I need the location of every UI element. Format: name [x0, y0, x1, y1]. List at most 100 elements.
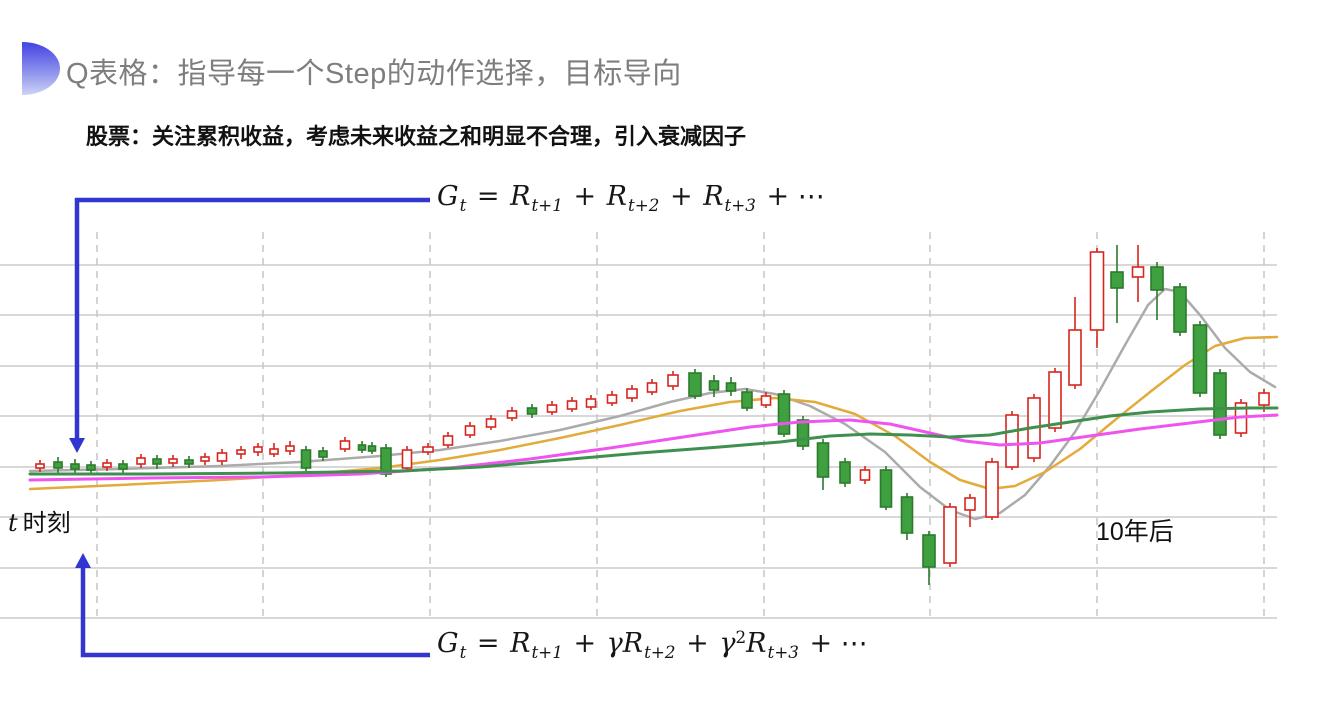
candle-down	[118, 463, 128, 470]
candle-up	[1089, 251, 1105, 331]
candle-up	[339, 440, 351, 450]
candle-up	[401, 449, 413, 469]
formula-segment: t+1	[531, 194, 563, 215]
formula-segment: t+2	[628, 194, 660, 215]
candle-down	[1150, 266, 1164, 291]
formula-segment: + ⋯	[800, 628, 868, 660]
candle-up	[200, 456, 210, 462]
label-time-t-variable: t	[8, 509, 18, 537]
ma-line-darkgreen	[28, 406, 1279, 476]
ma-lines-over	[28, 406, 1279, 482]
formula-segment: R	[510, 628, 531, 660]
label-time-t-text: 时刻	[22, 510, 71, 537]
candle-up	[442, 435, 454, 446]
formula-segment: R	[606, 181, 627, 212]
candle-down	[1192, 324, 1208, 394]
candle-down	[152, 458, 162, 465]
candle-down	[70, 463, 80, 470]
candle-down	[1173, 286, 1187, 333]
candle-up	[102, 462, 112, 468]
candle-up	[585, 398, 597, 408]
candle-down	[367, 445, 377, 452]
candle-up	[168, 458, 178, 464]
candle-down	[318, 450, 328, 458]
candle-up	[485, 418, 497, 428]
candle-up	[1048, 371, 1062, 429]
ma-line-orange	[28, 335, 1279, 491]
candle-up	[136, 457, 146, 465]
formula-segment: R	[746, 628, 767, 660]
label-ten-years-later: 10年后	[1096, 518, 1174, 546]
formula-segment: R	[622, 628, 644, 660]
candle-down	[1110, 271, 1124, 289]
formula-segment: R	[510, 181, 531, 212]
slide-subtitle: 股票：关注累积收益，考虑未来收益之和明显不合理，引入衰减因子	[86, 124, 747, 149]
candle-up	[253, 446, 263, 453]
candle-up	[985, 461, 999, 518]
candle-down	[725, 382, 737, 392]
arrow-formula-to-time-t-discounted	[80, 567, 430, 658]
formula-segment: +	[564, 181, 605, 212]
candle-up	[216, 452, 228, 462]
formula-segment: t+3	[767, 642, 799, 663]
formula-segment: =	[468, 181, 509, 212]
candle-up	[606, 394, 618, 404]
candle-up	[943, 506, 957, 564]
arrow-formula-to-time-t	[74, 197, 430, 440]
candle-down	[839, 461, 851, 484]
candle-down	[526, 407, 538, 415]
candles	[35, 245, 1270, 585]
arrow-formula-to-time-t-head	[69, 438, 85, 453]
candle-down	[1213, 372, 1227, 436]
formula-segment: t+1	[531, 642, 563, 663]
formula-segment: t+3	[724, 194, 756, 215]
formula-segment: t	[459, 194, 467, 215]
candle-down	[184, 459, 194, 465]
candle-up	[422, 446, 434, 453]
formula-segment: + ⋯	[757, 181, 825, 212]
formula-segment: +	[661, 181, 702, 212]
candle-up	[35, 463, 45, 469]
candle-up	[626, 388, 638, 399]
candle-down	[380, 447, 392, 475]
formula-segment: t+2	[644, 642, 676, 663]
candle-down	[777, 393, 791, 435]
formula-segment: +	[564, 628, 605, 660]
formula-segment: 2	[735, 627, 747, 647]
candle-up	[506, 410, 518, 419]
candle-down	[900, 496, 914, 534]
candle-down	[922, 534, 936, 568]
annotation-arrows	[69, 197, 430, 658]
formula-segment: =	[468, 628, 509, 660]
label-time-t: t 时刻	[8, 503, 71, 538]
candle-down	[53, 461, 63, 469]
formula-segment: γ	[719, 628, 736, 660]
formula-segment: R	[703, 181, 724, 212]
candle-down	[741, 391, 753, 409]
candle-up	[667, 374, 679, 387]
candle-up	[646, 382, 658, 393]
candle-up	[269, 448, 279, 455]
candle-up	[236, 449, 246, 455]
ma-line-magenta	[28, 413, 1279, 482]
candle-up	[1005, 414, 1019, 468]
candle-down	[879, 469, 893, 508]
candle-down	[86, 464, 96, 471]
candle-up	[1068, 329, 1082, 386]
candle-up	[1258, 392, 1270, 406]
slide-title: Q表格：指导每一个Step的动作选择，目标导向	[66, 58, 682, 90]
arrow-formula-to-time-t-discounted-head	[75, 553, 91, 568]
candle-down	[796, 419, 810, 447]
candle-up	[285, 445, 295, 452]
formula-segment: γ	[606, 628, 623, 660]
candle-up	[546, 404, 558, 413]
chart-gridlines	[0, 232, 1277, 620]
formula-segment: G	[437, 181, 459, 212]
candle-down	[300, 449, 312, 469]
candle-down	[708, 380, 720, 391]
formula-undiscounted-return: Gt = Rt+1 + Rt+2 + Rt+3 + ⋯	[437, 181, 827, 215]
candle-up	[566, 400, 578, 410]
candle-up	[1131, 266, 1145, 278]
